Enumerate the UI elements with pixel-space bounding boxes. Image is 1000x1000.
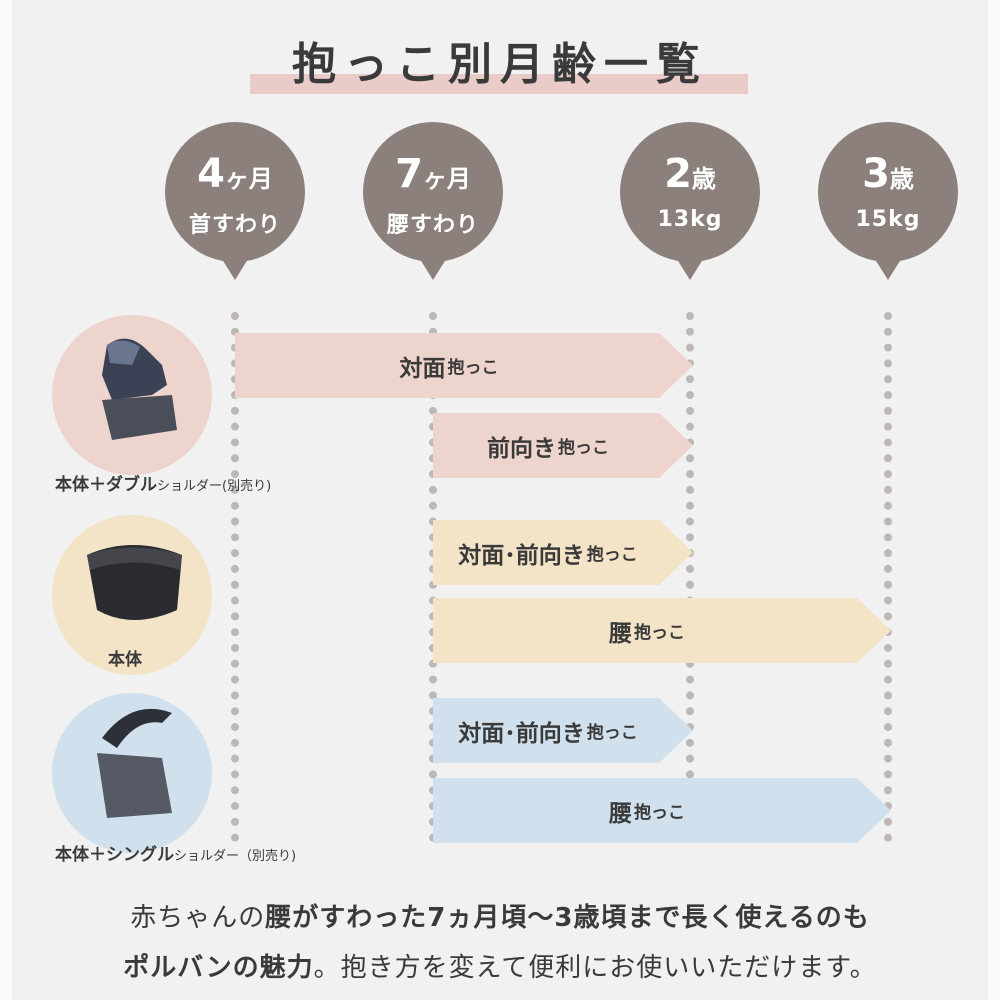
- footer-text-1b: 腰がすわった7ヵ月頃〜3歳頃まで長く使えるのも: [265, 903, 870, 933]
- marker-value: 4: [197, 151, 225, 197]
- marker-sub: 首すわり: [188, 213, 281, 238]
- title-underline: [250, 74, 748, 94]
- bar-label: 腰: [609, 620, 632, 647]
- bar-label: 前向き: [487, 435, 556, 462]
- footer-text-2b: 。抱き方を変えて便利にお使いいただけます。: [313, 953, 877, 983]
- product-label-body: 本体: [108, 645, 142, 670]
- timeline-dots-2y: [686, 312, 694, 842]
- product-image-double-shoulder: [52, 315, 212, 475]
- product-name-suffix: ショルダー（別売り): [174, 849, 297, 864]
- bar-label-small: 抱っこ: [586, 545, 638, 565]
- bar-label: 対面･前向き: [458, 720, 585, 747]
- bar-label-small: 抱っこ: [634, 623, 685, 643]
- bar-face-forward-single: 対面･前向き 抱っこ: [433, 698, 693, 763]
- marker-unit: ヶ月: [422, 165, 471, 193]
- marker-sub: 腰すわり: [386, 213, 479, 238]
- marker-4-months: 4ヶ月 首すわり: [165, 122, 305, 262]
- marker-sub: 15kg: [855, 207, 921, 232]
- bar-face-forward-body: 対面･前向き 抱っこ: [433, 520, 693, 585]
- footer-text-2a: ポルバンの魅力: [123, 953, 314, 983]
- footer-text-1a: 赤ちゃんの: [130, 903, 266, 933]
- marker-unit: ヶ月: [224, 165, 273, 193]
- product-label-single: 本体＋シングルショルダー（別売り): [55, 840, 296, 865]
- bar-label: 対面: [399, 355, 446, 382]
- marker-unit: 歳: [889, 165, 914, 193]
- marker-sub: 13kg: [657, 207, 723, 232]
- product-name-suffix: ショルダー(別売り): [157, 479, 272, 494]
- marker-7-months: 7ヶ月 腰すわり: [363, 122, 503, 262]
- page-title: 抱っこ別月齢一覧: [292, 39, 708, 90]
- bar-hip-body: 腰抱っこ: [433, 598, 891, 663]
- marker-value: 7: [395, 151, 423, 197]
- bar-label: 腰: [609, 800, 632, 827]
- timeline-dots-4m: [231, 312, 239, 842]
- timeline-dots-3y: [884, 312, 892, 842]
- marker-value: 2: [664, 151, 692, 197]
- bar-hip-single: 腰抱っこ: [433, 778, 891, 843]
- marker-unit: 歳: [691, 165, 716, 193]
- bar-forward-double: 前向き 抱っこ: [433, 413, 693, 478]
- marker-value: 3: [862, 151, 890, 197]
- footer-text: 赤ちゃんの腰がすわった7ヵ月頃〜3歳頃まで長く使えるのも ポルバンの魅力。抱き方…: [0, 893, 1000, 993]
- bar-label-small: 抱っこ: [634, 803, 685, 823]
- product-label-double: 本体＋ダブルショルダー(別売り): [55, 470, 271, 495]
- product-name: 本体＋ダブル: [55, 475, 157, 495]
- product-name: 本体: [108, 650, 142, 670]
- product-name: 本体＋シングル: [55, 845, 174, 865]
- bar-label-small: 抱っこ: [447, 358, 499, 378]
- marker-3-years: 3歳 15kg: [818, 122, 958, 262]
- bar-label-small: 抱っこ: [558, 438, 609, 458]
- bar-label-small: 抱っこ: [586, 723, 638, 743]
- marker-2-years: 2歳 13kg: [620, 122, 760, 262]
- product-image-single-shoulder: [52, 693, 212, 853]
- bar-label: 対面･前向き: [458, 542, 585, 569]
- product-image-body: [52, 515, 212, 675]
- bar-face-to-face-double: 対面 抱っこ: [235, 333, 693, 398]
